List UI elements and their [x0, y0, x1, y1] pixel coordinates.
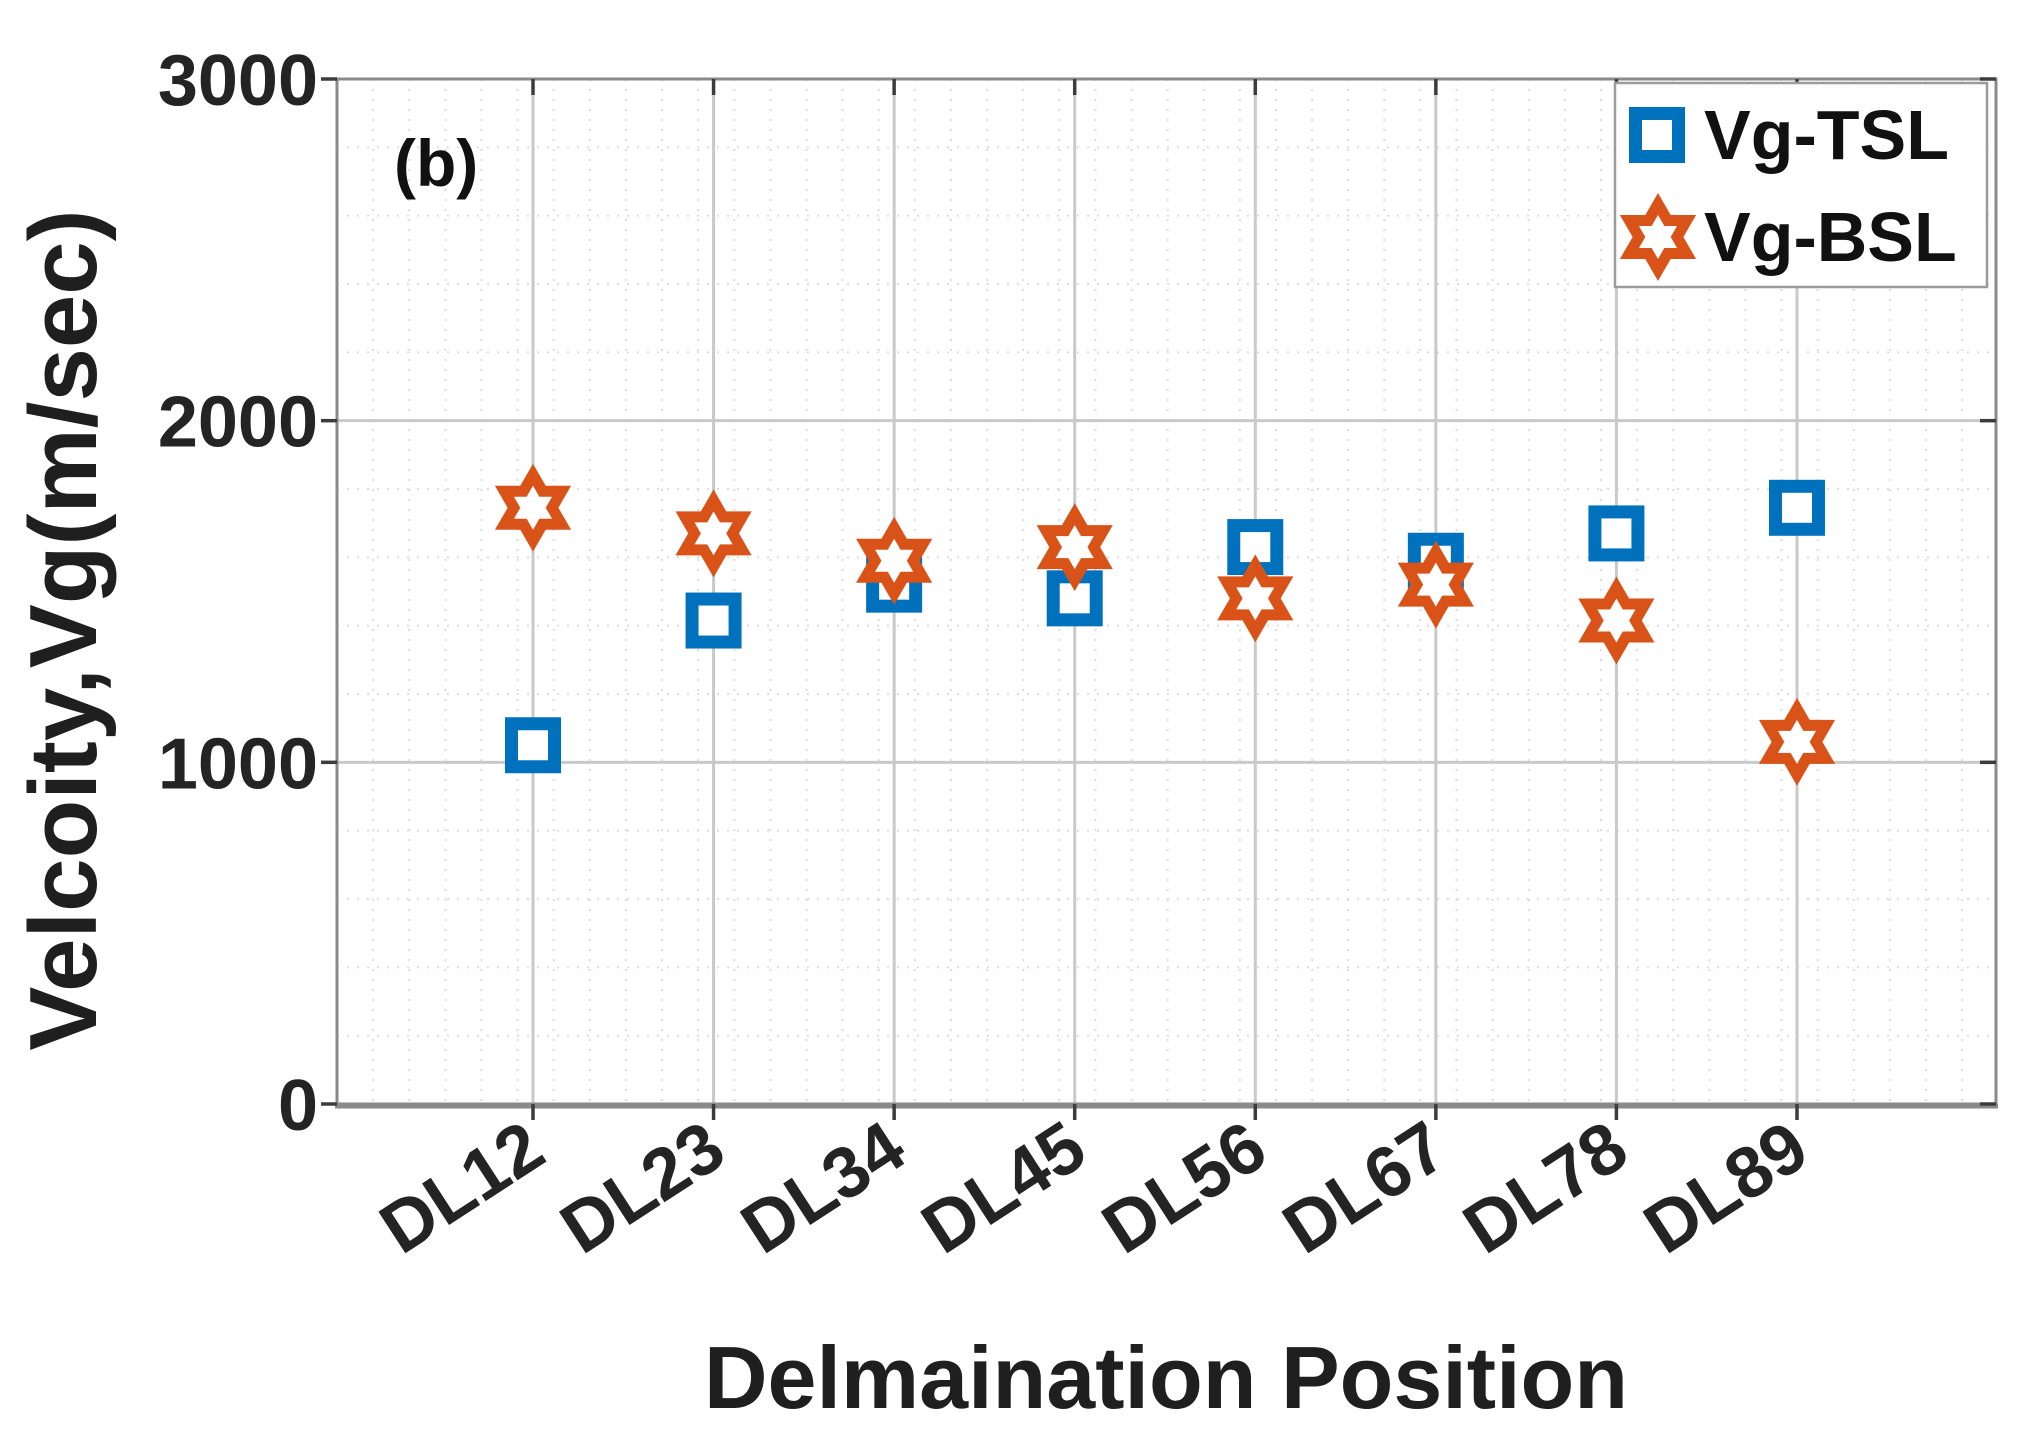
marker-vg-bsl-DL45 [1036, 503, 1113, 592]
legend-label-vg-bsl: Vg-BSL [1704, 198, 1957, 276]
marker-vg-tsl-DL23 [685, 592, 742, 649]
y-tick-label-0: 0 [278, 1066, 318, 1146]
figure-label: (b) [394, 126, 478, 200]
marker-vg-bsl-DL12 [494, 463, 572, 552]
square-icon [1629, 107, 1685, 163]
hexagram-icon [1619, 193, 1697, 281]
marker-vg-bsl-DL34 [856, 516, 933, 605]
x-tick-label-DL12: DL12 [366, 1106, 557, 1269]
y-tick-label-1000: 1000 [158, 724, 318, 804]
marker-vg-bsl-DL89 [1758, 697, 1836, 786]
x-tick-label-DL78: DL78 [1450, 1106, 1641, 1269]
axes-frame [321, 77, 1998, 1120]
y-axis-label: Velcoity,Vg(m/sec) [10, 209, 117, 1050]
marker-vg-bsl-DL56 [1217, 554, 1294, 643]
x-tick-label-DL56: DL56 [1089, 1106, 1280, 1269]
data-markers [494, 463, 1836, 786]
tick-labels: 0 1000 2000 3000 DL12DL23DL34DL45DL56DL67DL7… [158, 41, 1822, 1269]
marker-vg-bsl-DL67 [1397, 540, 1474, 629]
marker-vg-bsl-DL23 [675, 489, 752, 578]
legend: Vg-TSL Vg-BSL [1613, 81, 1989, 289]
x-tick-label-DL34: DL34 [728, 1106, 919, 1269]
marker-vg-tsl-DL89 [1768, 479, 1825, 536]
y-tick-label-3000: 3000 [158, 41, 318, 121]
marker-vg-tsl-DL78 [1588, 505, 1645, 562]
x-tick-label-DL89: DL89 [1630, 1106, 1821, 1269]
marker-vg-tsl-DL12 [505, 717, 561, 774]
marker-vg-bsl-DL78 [1578, 576, 1655, 665]
x-tick-label-DL67: DL67 [1269, 1106, 1460, 1269]
x-tick-label-DL45: DL45 [908, 1106, 1099, 1269]
x-tick-label-DL23: DL23 [547, 1106, 738, 1269]
x-axis-label: Delmaination Position [704, 1328, 1628, 1427]
y-tick-label-2000: 2000 [158, 383, 318, 463]
legend-label-vg-tsl: Vg-TSL [1704, 96, 1949, 174]
